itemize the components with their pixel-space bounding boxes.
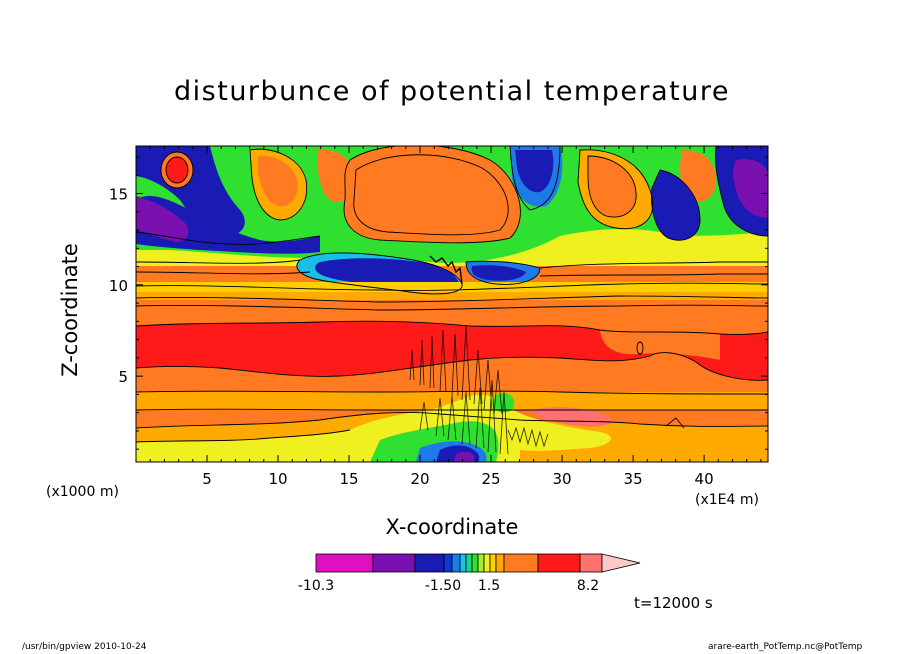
footer-source-file: arare-earth_PotTemp.nc@PotTemp xyxy=(708,642,863,652)
colorbar-cell xyxy=(537,553,581,573)
colorbar-cell xyxy=(579,553,603,573)
x-tick-label: 5 xyxy=(202,470,212,488)
colorbar-cell xyxy=(465,553,473,573)
colorbar-cell xyxy=(372,553,416,573)
chart-title: disturbunce of potential temperature xyxy=(174,76,730,107)
x-tick-label: 10 xyxy=(268,470,287,488)
x-axis-unit-note: (x1000 m) xyxy=(46,484,119,500)
x-axis-scale-note: (x1E4 m) xyxy=(695,492,759,508)
colorbar-cell xyxy=(483,553,491,573)
colorbar: -10.3 -1.50 1.5 8.2 xyxy=(298,553,641,594)
colorbar-cell xyxy=(489,553,497,573)
colorbar-tick-label: 1.5 xyxy=(478,578,500,594)
colorbar-cell xyxy=(471,553,479,573)
x-axis: 5 10 15 20 25 30 35 40 xyxy=(149,146,762,488)
colorbar-tick-label: -1.50 xyxy=(425,578,461,594)
colorbar-cell xyxy=(451,553,461,573)
colorbar-tick-label: 8.2 xyxy=(577,578,599,594)
colorbar-cell xyxy=(459,553,467,573)
footer-program-date: /usr/bin/gpview 2010-10-24 xyxy=(22,642,147,652)
potential-temperature-field xyxy=(136,146,768,462)
colorbar-extend-arrow xyxy=(601,553,641,573)
y-axis: 5 10 15 xyxy=(109,156,768,450)
colorbar-cell xyxy=(443,553,453,573)
x-axis-label: X-coordinate xyxy=(385,515,519,539)
y-tick-label: 15 xyxy=(109,185,128,203)
colorbar-cell xyxy=(503,553,539,573)
x-tick-label: 20 xyxy=(410,470,429,488)
y-axis-label: Z-coordinate xyxy=(58,243,82,377)
time-label: t=12000 s xyxy=(634,594,713,612)
colorbar-cell xyxy=(315,553,374,573)
colorbar-cell xyxy=(477,553,485,573)
x-tick-label: 15 xyxy=(339,470,358,488)
y-tick-label: 5 xyxy=(118,368,128,386)
x-tick-label: 25 xyxy=(482,470,501,488)
x-tick-label: 35 xyxy=(624,470,643,488)
x-tick-label: 30 xyxy=(553,470,572,488)
colorbar-tick-label: -10.3 xyxy=(298,578,334,594)
x-tick-label: 40 xyxy=(695,470,714,488)
colorbar-cell xyxy=(495,553,505,573)
y-tick-label: 10 xyxy=(109,277,128,295)
colorbar-cell xyxy=(414,553,445,573)
plot-frame xyxy=(135,145,769,463)
